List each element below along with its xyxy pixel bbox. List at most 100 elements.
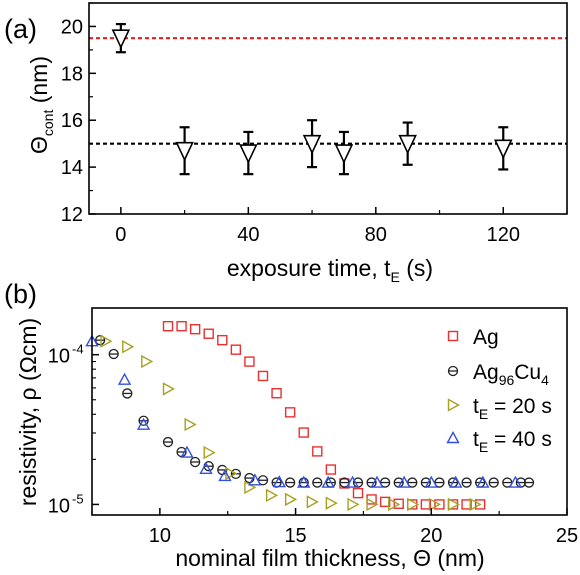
panel-b-label: (b) — [4, 279, 37, 309]
data-point — [469, 497, 482, 512]
square-marker — [434, 499, 445, 510]
data-point — [449, 475, 463, 488]
data-point — [136, 417, 151, 430]
legend-label: tE = 20 s — [473, 395, 552, 422]
square-marker — [312, 446, 323, 457]
right-triangle-marker — [203, 445, 216, 460]
series-1 — [162, 320, 486, 510]
data-point — [312, 446, 323, 457]
data-point — [347, 497, 360, 512]
right-triangle-marker — [428, 497, 441, 512]
data-point — [345, 475, 360, 488]
square-marker — [325, 464, 337, 475]
panel-a-plot-frame — [88, 2, 568, 215]
up-triangle-marker — [117, 372, 132, 385]
up-triangle-marker — [297, 475, 311, 488]
panel-b-plot-frame — [91, 307, 568, 516]
data-point — [203, 328, 214, 339]
data-point — [284, 407, 296, 418]
data-point — [180, 445, 194, 458]
data-point — [508, 475, 523, 488]
y-tick-label: 10 — [48, 495, 70, 517]
data-point — [447, 497, 460, 512]
x-tick-label: 80 — [365, 224, 387, 246]
data-point — [461, 477, 472, 488]
x-tick-label: 20 — [420, 525, 442, 547]
square-marker — [447, 330, 459, 342]
square-marker — [352, 487, 364, 499]
square-marker — [271, 388, 282, 399]
data-point — [388, 497, 401, 512]
square-marker — [257, 370, 269, 382]
right-triangle-marker — [141, 354, 154, 369]
data-point — [325, 496, 338, 510]
data-point — [393, 498, 404, 509]
data-point — [407, 497, 420, 512]
data-point — [297, 475, 311, 488]
data-point — [298, 427, 309, 438]
right-triangle-marker — [407, 497, 420, 512]
data-point — [199, 461, 213, 474]
up-triangle-marker — [345, 475, 360, 488]
panel-a: (a) 0 40 80 120 12 14 16 18 20 Θcont (nm) exposu… — [4, 2, 568, 285]
up-triangle-marker — [508, 475, 523, 488]
data-point — [257, 370, 269, 382]
y-tick-label: 16 — [61, 110, 83, 132]
data-point — [476, 475, 490, 488]
down-triangle-marker — [494, 139, 513, 160]
legend-marker — [447, 398, 460, 412]
square-marker — [298, 427, 309, 438]
right-triangle-marker — [447, 497, 460, 512]
data-point — [428, 497, 441, 512]
data-point — [474, 499, 486, 510]
data-point — [189, 456, 201, 468]
panel-a-reference-lines — [89, 37, 567, 145]
up-triangle-marker — [248, 473, 262, 486]
y-tick-label: 12 — [61, 204, 83, 226]
up-triangle-marker — [397, 475, 411, 488]
legend-label: Ag96Cu4 — [473, 361, 549, 388]
up-triangle-marker — [424, 475, 438, 488]
up-triangle-marker — [136, 417, 151, 430]
panel-a-x-axis-label: exposure time, tE (s) — [227, 255, 433, 285]
data-point — [122, 340, 135, 354]
right-triangle-marker — [306, 495, 319, 509]
data-point-3 — [239, 130, 258, 176]
right-triangle-marker — [122, 340, 135, 354]
right-triangle-marker — [447, 398, 460, 412]
down-triangle-marker — [175, 141, 194, 162]
data-point — [117, 372, 132, 385]
right-triangle-marker — [184, 417, 197, 432]
square-marker — [393, 498, 404, 509]
data-point — [176, 320, 187, 332]
right-triangle-marker — [469, 497, 482, 512]
down-triangle-marker — [239, 144, 258, 164]
right-triangle-marker — [347, 497, 360, 512]
legend-marker — [447, 365, 459, 377]
down-triangle-marker — [302, 134, 322, 155]
data-point — [162, 320, 174, 332]
square-marker — [474, 499, 486, 510]
up-triangle-marker — [446, 431, 460, 444]
data-point — [325, 464, 337, 475]
square-marker — [162, 320, 174, 332]
panel-a-ticks: 0 40 80 120 12 14 16 18 20 — [61, 2, 568, 246]
data-point — [265, 488, 279, 503]
data-point — [244, 356, 255, 367]
legend-item-2: Ag96Cu4 — [447, 361, 549, 388]
x-tick-label: 15 — [284, 525, 306, 547]
legend-item-4: tE = 40 s — [446, 428, 552, 455]
data-point — [397, 475, 411, 488]
data-point — [523, 477, 535, 488]
square-marker — [284, 407, 296, 418]
right-triangle-marker — [265, 488, 279, 503]
up-triangle-marker — [476, 475, 490, 488]
square-marker — [176, 320, 187, 332]
data-point — [217, 334, 228, 346]
data-point-1 — [111, 23, 131, 54]
x-tick-label: 40 — [237, 224, 259, 246]
panel-b-legend: Ag Ag96Cu4 tE = 20 s tE = 40 s — [446, 326, 552, 455]
data-point — [141, 354, 154, 369]
data-point-4 — [302, 119, 322, 169]
